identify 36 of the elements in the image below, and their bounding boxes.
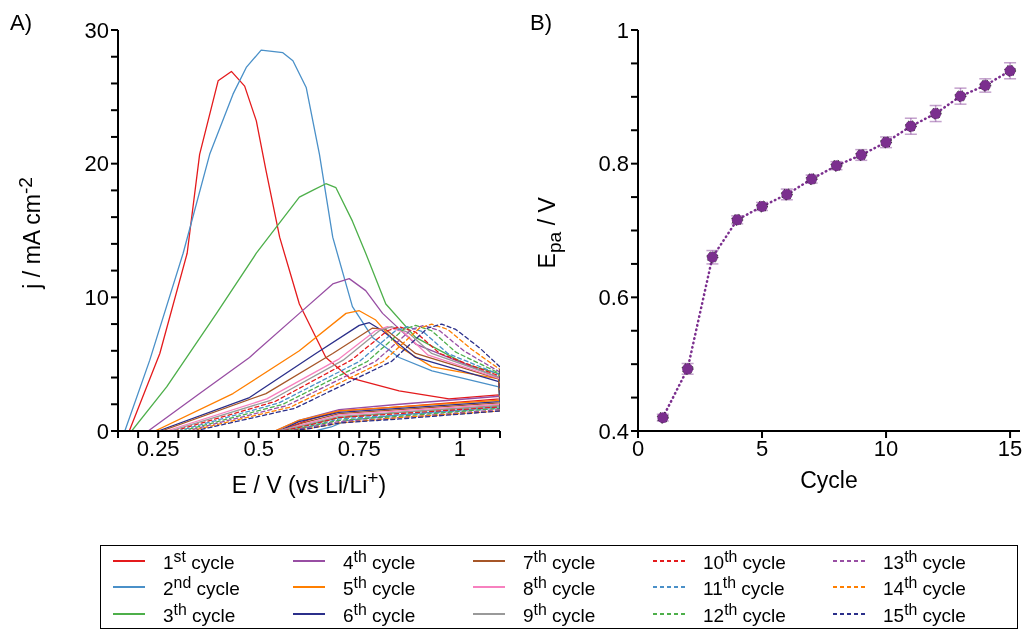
legend-label: 11$^{th}$ cycle <box>703 574 785 601</box>
y-tick-label: 0.6 <box>598 285 629 311</box>
legend-label: 4$^{th}$ cycle <box>343 548 416 575</box>
legend-label: 14$^{th}$ cycle <box>883 574 966 601</box>
y-tick-label: 10 <box>84 285 109 311</box>
legend-label: 1$^{st}$ cycle <box>163 548 235 575</box>
y-tick-label: 20 <box>84 151 109 177</box>
x-tick-label: 0 <box>631 435 645 461</box>
x-tick-label: 1 <box>453 435 466 461</box>
legend-label: 7$^{th}$ cycle <box>523 548 596 575</box>
line-series <box>147 277 500 431</box>
legend-label: 9$^{th}$ cycle <box>523 600 596 627</box>
x-tick-label: 0.5 <box>243 435 275 461</box>
legend-label: 3$^{th}$ cycle <box>163 600 236 627</box>
legend-label: 13$^{th}$ cycle <box>883 548 966 575</box>
legend-label: 5$^{th}$ cycle <box>343 574 416 601</box>
y-tick-label: 0.4 <box>598 418 629 444</box>
x-tick-label: 15 <box>997 435 1023 461</box>
x-tick-label: 5 <box>755 435 769 461</box>
legend-label: 15$^{th}$ cycle <box>883 600 966 627</box>
legend-label: 8$^{th}$ cycle <box>523 574 596 601</box>
text: A) <box>10 10 32 35</box>
x-axis-title: E / V (vs Li/Li$^{+}$) <box>231 467 387 498</box>
x-tick-label: 0.75 <box>337 435 381 461</box>
text: B) <box>530 10 552 35</box>
y-tick-label: 30 <box>84 17 109 43</box>
y-tick-label: 0 <box>96 418 109 444</box>
legend-label: 6$^{th}$ cycle <box>343 600 416 627</box>
x-axis-title: Cycle <box>800 467 858 493</box>
legend-label: 10$^{th}$ cycle <box>703 548 786 575</box>
x-tick-label: 0.25 <box>136 435 180 461</box>
x-tick-label: 10 <box>873 435 899 461</box>
y-tick-label: 0.8 <box>598 151 629 177</box>
legend-label: 2$^{nd}$ cycle <box>163 574 240 601</box>
legend-label: 12$^{th}$ cycle <box>703 600 786 627</box>
y-tick-label: 1 <box>616 17 629 43</box>
